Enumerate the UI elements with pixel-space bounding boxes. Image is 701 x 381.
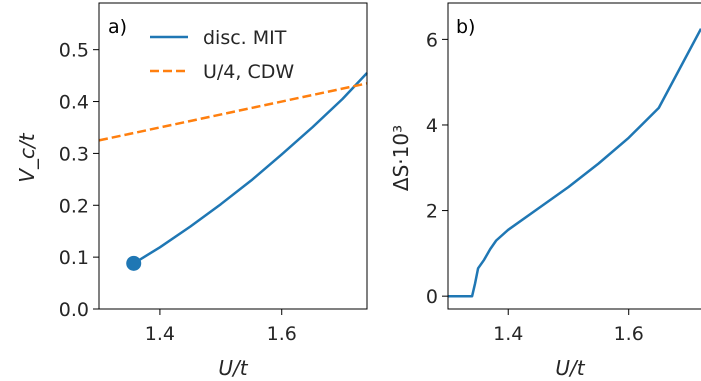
panel-b-label: b) <box>456 16 475 38</box>
panel-b-series <box>448 28 701 298</box>
y-tick-label: 0.5 <box>59 40 89 62</box>
panel-b: ΔS·10³ 0 2 4 6 1.4 1.6 b) U/t <box>389 2 701 380</box>
panel-a: V_c/t 0.0 0.1 0.2 0.3 0.4 0.5 1.4 1.6 a) disc.… <box>15 2 368 380</box>
panel-b-frame <box>447 2 701 310</box>
y-tick-label: 4 <box>426 115 438 137</box>
y-tick-label: 0.0 <box>59 299 89 321</box>
panel-b-y-ticks: 0 2 4 6 <box>426 29 448 308</box>
y-tick-label: 0.1 <box>59 247 89 269</box>
y-tick-label: 0.4 <box>59 92 89 114</box>
y-tick-label: 2 <box>426 201 438 223</box>
x-tick-label: 1.4 <box>493 323 523 345</box>
x-tick-label: 1.6 <box>614 323 644 345</box>
y-tick-label: 6 <box>426 29 438 51</box>
panel-a-y-axis-label: V_c/t <box>15 132 39 182</box>
panel-a-frame <box>98 2 368 310</box>
panel-a-label: a) <box>108 16 127 38</box>
y-tick-label: 0.3 <box>59 143 89 165</box>
entropy-curve <box>448 28 701 298</box>
critical-endpoint-marker <box>126 255 142 271</box>
panel-a-series <box>98 72 368 271</box>
panel-a-y-ticks: 0.0 0.1 0.2 0.3 0.4 0.5 <box>59 40 99 321</box>
x-tick-label: 1.6 <box>267 323 297 345</box>
panel-b-x-ticks: 1.4 1.6 <box>493 309 644 345</box>
mit-curve <box>133 72 368 265</box>
panel-b-y-axis-label: ΔS·10³ <box>389 125 413 191</box>
panel-a-x-ticks: 1.4 1.6 <box>145 309 297 345</box>
legend: disc. MIT U/4, CDW <box>150 27 294 83</box>
panel-a-x-axis-label: U/t <box>218 356 248 380</box>
legend-label-cdw: U/4, CDW <box>203 61 294 83</box>
y-tick-label: 0.2 <box>59 195 89 217</box>
cdw-line <box>98 82 368 142</box>
x-tick-label: 1.4 <box>145 323 175 345</box>
panel-b-x-axis-label: U/t <box>555 356 585 380</box>
y-tick-label: 0 <box>426 286 438 308</box>
legend-label-mit: disc. MIT <box>203 27 287 49</box>
